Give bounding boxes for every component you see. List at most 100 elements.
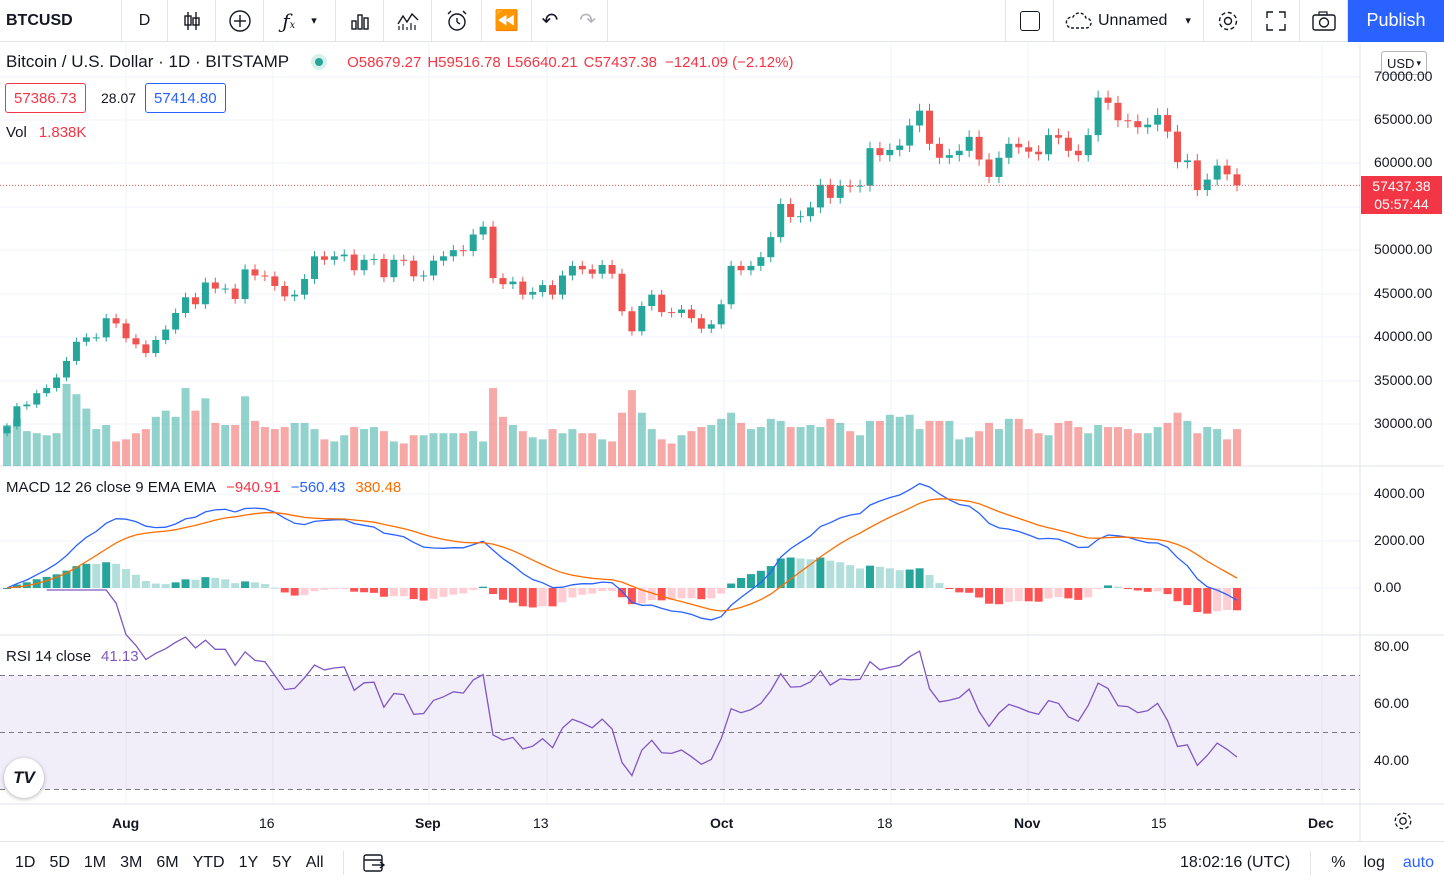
volume-bar — [846, 431, 855, 466]
publish-button[interactable]: Publish — [1348, 0, 1444, 42]
macd-histogram-bar — [727, 583, 736, 588]
toolbar-spacer — [608, 0, 1006, 42]
candle-body — [1193, 160, 1201, 191]
compare-button[interactable] — [216, 0, 264, 42]
chart-type-button[interactable] — [168, 0, 216, 42]
indicators-button[interactable]: ƒx ▾ — [264, 0, 336, 42]
interval-label: D — [138, 11, 151, 29]
sell-price-button[interactable]: 57386.73 — [5, 83, 86, 113]
time-tick-label: Nov — [1014, 815, 1041, 831]
period-all[interactable]: All — [305, 854, 324, 871]
volume-bar — [836, 422, 845, 466]
macd-histogram-bar — [1203, 588, 1212, 614]
macd-histogram-bar — [1014, 588, 1023, 602]
select-layout-button[interactable] — [1006, 0, 1054, 42]
volume-bar — [399, 443, 408, 466]
buy-price-button[interactable]: 57414.80 — [145, 83, 226, 113]
macd-histogram-bar — [786, 557, 795, 588]
candle-body — [420, 275, 428, 277]
alert-button[interactable] — [432, 0, 482, 42]
macd-histogram-bar — [340, 588, 349, 589]
period-1y[interactable]: 1Y — [238, 854, 259, 871]
candle-body — [291, 294, 299, 297]
candle-body — [499, 278, 507, 285]
time-tick-label: Oct — [710, 815, 734, 831]
gear-icon — [1218, 11, 1237, 30]
macd-histogram-bar — [667, 588, 676, 600]
candle-body — [866, 148, 874, 186]
period-6m[interactable]: 6M — [156, 854, 179, 871]
candle-body — [1144, 124, 1152, 128]
tradingview-logo[interactable]: TV — [4, 758, 44, 798]
cloud-icon — [1065, 11, 1092, 29]
macd-histogram-bar — [528, 588, 537, 608]
symbol-search-button[interactable]: BTCUSD — [0, 0, 122, 42]
volume-bar — [270, 429, 279, 466]
volume-bar — [1143, 433, 1152, 466]
period-ytd[interactable]: YTD — [192, 854, 225, 871]
macd-histogram-bar — [112, 563, 121, 588]
templates-button[interactable] — [384, 0, 432, 42]
undo-button[interactable]: ↶ — [532, 0, 568, 42]
macd-histogram-bar — [1133, 588, 1142, 591]
series-title[interactable]: Bitcoin / U.S. Dollar · 1D · BITSTAMP — [6, 52, 290, 71]
volume-bar — [389, 441, 398, 466]
volume-bar — [647, 429, 656, 466]
rsi-label[interactable]: RSI 14 close — [6, 648, 92, 665]
macd-histogram-bar — [756, 570, 765, 588]
volume-bar — [1213, 429, 1222, 466]
macd-histogram-bar — [191, 579, 200, 588]
candle-body — [311, 256, 318, 279]
period-1m[interactable]: 1M — [83, 854, 107, 871]
macd-histogram-bar — [498, 588, 507, 600]
candle-body — [489, 226, 497, 279]
interval-button[interactable]: D — [122, 0, 168, 42]
candle-body — [1134, 121, 1142, 128]
macd-histogram-bar — [330, 588, 339, 589]
volume-label[interactable]: Vol — [6, 124, 27, 141]
macd-histogram-bar — [1044, 588, 1053, 599]
volume-bar — [439, 433, 448, 466]
time-tick-label: 15 — [1151, 815, 1167, 831]
macd-histogram-bar — [905, 569, 914, 588]
macd-label[interactable]: MACD 12 26 close 9 EMA EMA — [6, 479, 217, 496]
volume-bar — [469, 431, 478, 466]
macd-histogram-bar — [399, 588, 408, 597]
redo-button[interactable]: ↷ — [568, 0, 608, 42]
financials-button[interactable] — [336, 0, 384, 42]
axis-settings-button[interactable] — [1392, 810, 1414, 837]
replay-button[interactable]: ⏪ — [482, 0, 532, 42]
macd-histogram-bar — [1223, 588, 1232, 611]
macd-histogram-bar — [746, 574, 755, 588]
snapshot-button[interactable] — [1300, 0, 1348, 42]
macd-histogram-bar — [300, 588, 309, 596]
auto-scale-toggle[interactable]: auto — [1402, 854, 1434, 871]
macd-histogram-bar — [250, 582, 259, 588]
period-5d[interactable]: 5D — [49, 854, 70, 871]
volume-bar — [1113, 427, 1122, 466]
macd-histogram-bar — [875, 566, 884, 588]
clock-timezone[interactable]: 18:02:16 (UTC) — [1180, 854, 1291, 871]
log-scale-toggle[interactable]: log — [1363, 854, 1385, 871]
macd-tick-label: 4000.00 — [1374, 485, 1425, 501]
period-1d[interactable]: 1D — [15, 854, 36, 871]
macd-histogram-bar — [548, 588, 557, 607]
settings-button[interactable] — [1204, 0, 1252, 42]
volume-bar — [22, 431, 31, 466]
fullscreen-button[interactable] — [1252, 0, 1300, 42]
period-3m[interactable]: 3M — [120, 854, 143, 871]
macd-histogram-bar — [52, 574, 61, 588]
layout-name-button[interactable]: Unnamed ▾ — [1054, 0, 1204, 42]
chart-canvas[interactable] — [0, 43, 1444, 841]
volume-bar — [657, 439, 666, 466]
macd-histogram-bar — [161, 584, 170, 588]
period-5y[interactable]: 5Y — [272, 854, 292, 871]
volume-bar — [975, 431, 984, 466]
date-range-button[interactable] — [362, 842, 386, 885]
currency-button[interactable]: USD ▾ — [1381, 51, 1427, 75]
volume-bar — [1094, 425, 1103, 466]
volume-bar — [518, 431, 527, 466]
volume-bar — [598, 439, 607, 466]
macd-histogram-bar — [865, 565, 874, 588]
percent-scale-toggle[interactable]: % — [1331, 854, 1346, 871]
